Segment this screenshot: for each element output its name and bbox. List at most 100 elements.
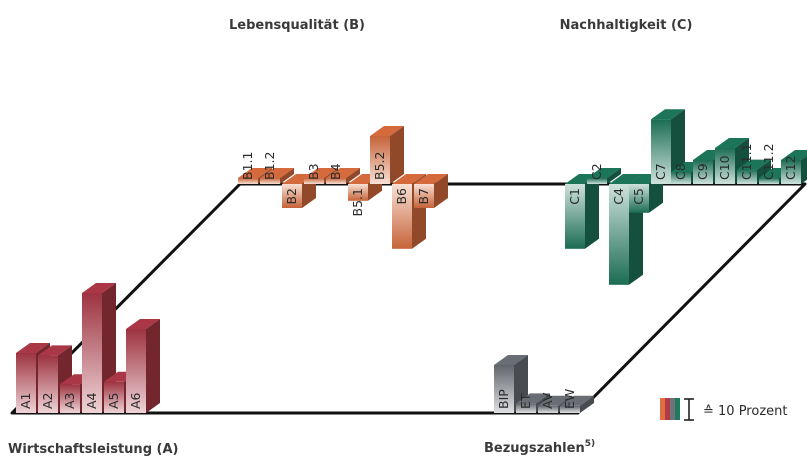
group-titles: Wirtschaftsleistung (A) Lebensqualität (… [8,18,692,457]
bar-front [414,184,434,208]
bar-top [82,283,116,293]
bar-label: B7 [416,188,431,205]
bar-front [104,381,124,413]
bar-top [715,138,749,148]
bar-front [538,405,558,413]
bar-front [693,160,713,184]
bar-top [260,168,294,178]
legend-text: ≙ 10 Prozent [703,404,787,419]
bar-c12: C12 [781,150,807,184]
bar-side [434,174,448,208]
bar-label: AV [540,392,555,409]
bar-label: A5 [106,392,121,409]
bar-label: C4 [611,188,626,205]
bar-label: EW [562,389,577,409]
bar-label: C11.2 [761,143,776,180]
bar-label: B4 [328,163,343,180]
bar-c2: C2 [587,163,621,184]
bar-top [516,393,550,404]
group-title-b: Lebensqualität (B) [229,18,365,33]
legend-swatches [660,398,680,420]
legend-swatch [660,398,665,420]
bar-label: B6 [394,188,409,205]
bar-top [16,343,50,353]
bar-label: B5.1 [350,188,365,216]
legend-swatch [670,398,675,420]
bar-label: A4 [84,392,99,409]
bar-front [587,178,607,184]
bar-label: C11.1 [739,143,754,180]
bar-side [146,319,160,413]
bar-front [304,178,324,184]
bar-top [238,168,272,178]
bar-side [580,395,594,413]
bar-top [414,174,448,184]
bar-side [346,168,360,184]
bar-top [538,395,572,406]
legend: ≙ 10 Prozent [660,398,787,421]
bar-front [348,184,368,201]
bar-front [494,365,514,413]
bar-label: C5 [631,188,646,205]
bar-top [38,345,72,356]
bar-front [759,178,779,184]
bar-b1-2: B1.2 [260,152,294,184]
bar-top [392,174,426,184]
group-title-bezugszahlen-footnote: 5) [585,439,595,449]
bar-front [60,384,80,413]
group-title-c: Nachhaltigkeit (C) [560,18,693,33]
bar-b4: B4 [326,163,360,184]
bar-front [282,184,302,208]
bar-c7: C7 [651,109,685,184]
bar-front [651,119,671,184]
bar-label: BIP [496,389,511,409]
bar-label: A2 [40,392,55,409]
bar-top [781,150,807,160]
bar-label: C1 [567,188,582,205]
bar-ew: EW [560,389,594,413]
bar-side [585,174,599,249]
bar-top [126,319,160,329]
bar-front [82,293,102,413]
bar-front [392,184,412,249]
bar-front [516,403,536,413]
bar-label: ET [518,393,533,409]
bar-front [38,355,58,413]
bar-label: B5.2 [372,152,387,180]
bar-front [326,178,346,184]
group-title-bezugszahlen: Bezugszahlen5) [484,439,595,456]
bar-front [565,184,585,249]
bar-front [16,353,36,413]
bar-label: B2 [284,188,299,205]
bar-front [715,148,735,184]
bar-front [781,160,801,184]
bar-label: B1.1 [240,152,255,180]
bar-front [238,178,258,184]
bar-front [260,178,280,184]
bar-top [587,168,621,178]
bar-a6: A6 [126,319,160,413]
bar-front [629,184,649,213]
bar-front [737,169,757,184]
bar-front [126,329,146,413]
bar-label: A6 [128,392,143,409]
zero-plane-line [10,182,807,415]
bar-label: B3 [306,163,321,180]
group-title-bezugszahlen-text: Bezugszahlen [484,441,585,456]
legend-swatch [675,398,680,420]
bar-label: C7 [653,163,668,180]
bar-top [494,355,528,365]
bar-label: A3 [62,392,77,409]
bar-label: B1.2 [262,152,277,180]
bar-top [737,159,771,170]
bar-c1: C1 [565,174,599,249]
bar-top [651,109,685,120]
legend-scale-icon [684,398,694,421]
legend-swatch [665,398,670,420]
bar-top [560,395,594,406]
bar-label: C8 [673,163,688,180]
bar-label: C2 [589,163,604,180]
zero-plane-outline [10,182,807,415]
bar-front [370,136,390,184]
